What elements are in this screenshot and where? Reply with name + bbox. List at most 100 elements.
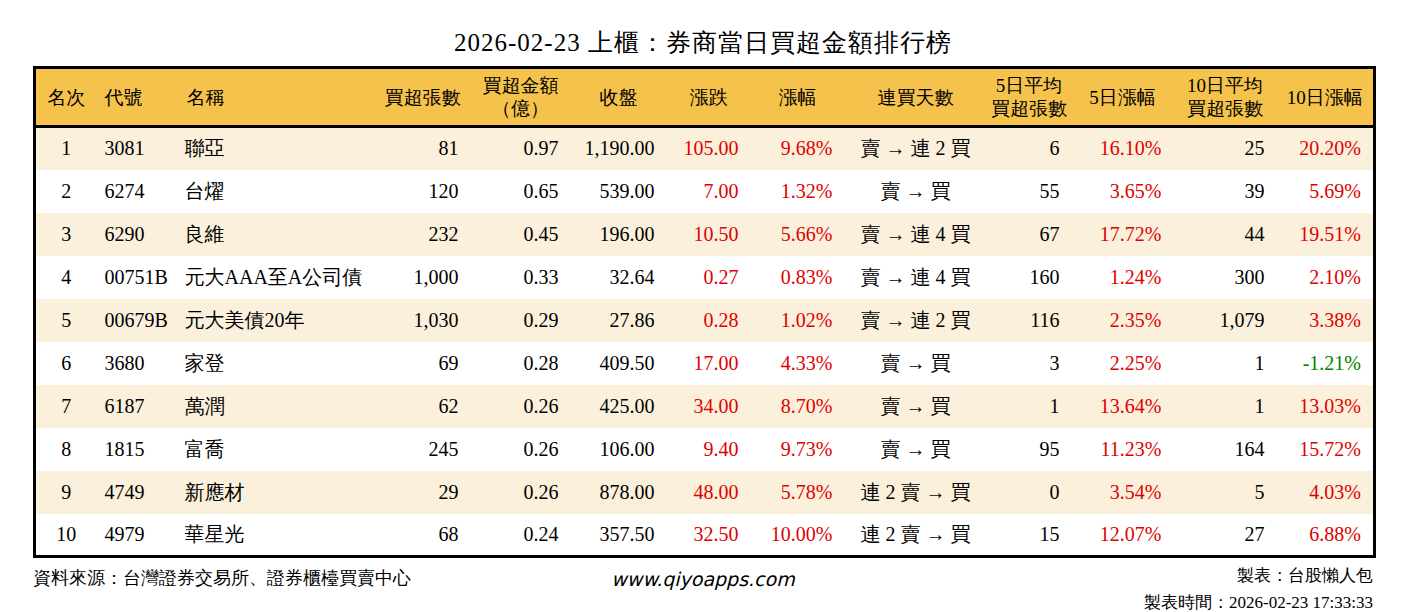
cell-streak: 賣 → 連 2 買	[845, 299, 987, 342]
cell-name: 元大AAA至A公司債	[179, 256, 375, 299]
cell-code: 4979	[97, 514, 179, 557]
cell-change: 32.50	[667, 514, 751, 557]
cell-buy-amount: 0.24	[471, 514, 571, 557]
cell-change-pct: 10.00%	[751, 514, 845, 557]
cell-avg5-volume: 95	[987, 428, 1072, 471]
cell-streak: 賣 → 買	[845, 342, 987, 385]
cell-close: 106.00	[571, 428, 667, 471]
cell-code: 6187	[97, 385, 179, 428]
cell-change-pct: 5.78%	[751, 471, 845, 514]
cell-avg10-volume: 39	[1174, 170, 1277, 213]
cell-code: 6274	[97, 170, 179, 213]
table-row: 1 3081 聯亞 81 0.97 1,190.00 105.00 9.68% …	[35, 127, 1375, 170]
col-header-close: 收盤	[571, 68, 667, 127]
cell-pct5: 2.25%	[1072, 342, 1174, 385]
cell-pct5: 11.23%	[1072, 428, 1174, 471]
cell-change: 9.40	[667, 428, 751, 471]
cell-avg10-volume: 44	[1174, 213, 1277, 256]
cell-avg10-volume: 5	[1174, 471, 1277, 514]
cell-name: 萬潤	[179, 385, 375, 428]
cell-pct5: 3.54%	[1072, 471, 1174, 514]
cell-pct10: -1.21%	[1277, 342, 1375, 385]
cell-change-pct: 1.02%	[751, 299, 845, 342]
cell-streak: 賣 → 連 4 買	[845, 213, 987, 256]
col-header-pct5: 5日漲幅	[1072, 68, 1174, 127]
col-header-streak: 連買天數	[845, 68, 987, 127]
col-header-avg10-volume: 10日平均買超張數	[1174, 68, 1277, 127]
cell-pct5: 17.72%	[1072, 213, 1174, 256]
cell-close: 878.00	[571, 471, 667, 514]
cell-pct5: 2.35%	[1072, 299, 1174, 342]
cell-buy-amount: 0.28	[471, 342, 571, 385]
cell-rank: 1	[35, 127, 97, 170]
credit-block: 製表：台股懶人包 製表時間：2026-02-23 17:33:33	[1144, 562, 1373, 612]
cell-buy-amount: 0.33	[471, 256, 571, 299]
cell-streak: 連 2 賣 → 買	[845, 471, 987, 514]
table-row: 8 1815 富喬 245 0.26 106.00 9.40 9.73% 賣 →…	[35, 428, 1375, 471]
cell-pct10: 5.69%	[1277, 170, 1375, 213]
cell-buy-volume: 69	[375, 342, 471, 385]
cell-name: 富喬	[179, 428, 375, 471]
cell-name: 台燿	[179, 170, 375, 213]
cell-pct5: 3.65%	[1072, 170, 1174, 213]
table-row: 3 6290 良維 232 0.45 196.00 10.50 5.66% 賣 …	[35, 213, 1375, 256]
cell-avg10-volume: 164	[1174, 428, 1277, 471]
cell-rank: 4	[35, 256, 97, 299]
cell-code: 00679B	[97, 299, 179, 342]
cell-avg10-volume: 300	[1174, 256, 1277, 299]
cell-change: 34.00	[667, 385, 751, 428]
cell-change-pct: 9.68%	[751, 127, 845, 170]
cell-buy-amount: 0.29	[471, 299, 571, 342]
col-header-rank: 名次	[35, 68, 97, 127]
cell-rank: 8	[35, 428, 97, 471]
cell-buy-volume: 1,030	[375, 299, 471, 342]
cell-pct10: 4.03%	[1277, 471, 1375, 514]
cell-pct10: 6.88%	[1277, 514, 1375, 557]
cell-close: 425.00	[571, 385, 667, 428]
cell-close: 539.00	[571, 170, 667, 213]
cell-name: 聯亞	[179, 127, 375, 170]
cell-streak: 賣 → 連 4 買	[845, 256, 987, 299]
cell-name: 華星光	[179, 514, 375, 557]
data-source-note: 資料來源：台灣證券交易所、證券櫃檯買賣中心	[33, 566, 411, 590]
website-text: www.qiyoapps.com	[611, 568, 794, 590]
cell-streak: 賣 → 買	[845, 385, 987, 428]
cell-pct10: 3.38%	[1277, 299, 1375, 342]
cell-buy-volume: 1,000	[375, 256, 471, 299]
page-title: 2026-02-23 上櫃：券商當日買超金額排行榜	[0, 26, 1406, 59]
cell-change: 17.00	[667, 342, 751, 385]
table-row: 5 00679B 元大美債20年 1,030 0.29 27.86 0.28 1…	[35, 299, 1375, 342]
cell-close: 409.50	[571, 342, 667, 385]
cell-avg5-volume: 1	[987, 385, 1072, 428]
cell-buy-amount: 0.45	[471, 213, 571, 256]
cell-pct10: 2.10%	[1277, 256, 1375, 299]
col-header-buy-volume: 買超張數	[375, 68, 471, 127]
cell-code: 3081	[97, 127, 179, 170]
cell-buy-amount: 0.26	[471, 428, 571, 471]
cell-change: 10.50	[667, 213, 751, 256]
cell-change: 0.28	[667, 299, 751, 342]
cell-rank: 10	[35, 514, 97, 557]
table-header-row: 名次 代號 名稱 買超張數 買超金額（億） 收盤 漲跌 漲幅 連買天數 5日平均…	[35, 68, 1375, 127]
cell-pct5: 13.64%	[1072, 385, 1174, 428]
cell-close: 196.00	[571, 213, 667, 256]
cell-avg5-volume: 67	[987, 213, 1072, 256]
cell-change-pct: 8.70%	[751, 385, 845, 428]
cell-change-pct: 5.66%	[751, 213, 845, 256]
cell-name: 元大美債20年	[179, 299, 375, 342]
cell-buy-volume: 245	[375, 428, 471, 471]
broker-buy-ranking-table: 名次 代號 名稱 買超張數 買超金額（億） 收盤 漲跌 漲幅 連買天數 5日平均…	[33, 66, 1376, 558]
cell-avg5-volume: 160	[987, 256, 1072, 299]
cell-close: 357.50	[571, 514, 667, 557]
cell-name: 良維	[179, 213, 375, 256]
col-header-code: 代號	[97, 68, 179, 127]
cell-pct5: 12.07%	[1072, 514, 1174, 557]
col-header-name: 名稱	[179, 68, 375, 127]
cell-rank: 2	[35, 170, 97, 213]
cell-avg10-volume: 25	[1174, 127, 1277, 170]
cell-change-pct: 1.32%	[751, 170, 845, 213]
cell-change: 48.00	[667, 471, 751, 514]
cell-name: 家登	[179, 342, 375, 385]
cell-change: 0.27	[667, 256, 751, 299]
cell-avg5-volume: 15	[987, 514, 1072, 557]
